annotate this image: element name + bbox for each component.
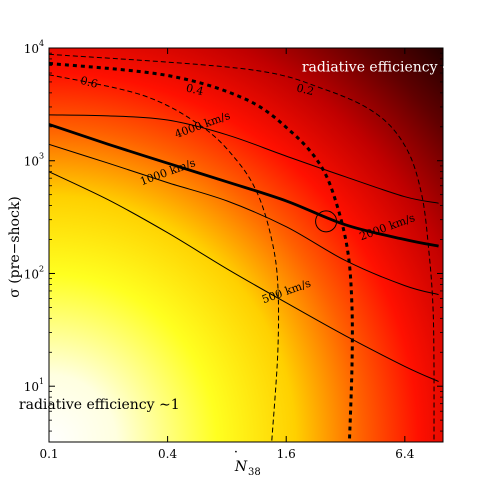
efficiency-contour-label: 0.2: [295, 81, 315, 98]
y-tick-exponent: 3: [39, 152, 44, 161]
x-tick-label: 1.6: [277, 447, 296, 461]
velocity-curve-2000: [49, 123, 439, 248]
efficiency-contour-label: 0.4: [185, 81, 205, 98]
y-tick-exponent: 1: [39, 377, 44, 386]
x-tick-label: 0.1: [39, 447, 58, 461]
y-tick-exponent: 2: [39, 264, 44, 273]
velocity-curves: [49, 114, 439, 382]
plot-frame: [48, 47, 444, 443]
y-tick-exponent: 4: [39, 39, 44, 48]
x-tick-label: 6.4: [395, 447, 414, 461]
efficiency-contour-0-2: [49, 53, 435, 442]
efficiency-contours: [49, 53, 435, 442]
efficiency-contour-label: 0.6: [79, 74, 99, 91]
annotation-high-efficiency: radiative efficiency ∼1: [19, 397, 180, 413]
velocity-curve-4000: [49, 114, 439, 204]
y-tick-label: 10: [24, 155, 39, 169]
x-axis-label-subscript: 38: [248, 467, 261, 478]
x-axis-label: N · 38: [234, 445, 261, 478]
velocity-curve-1000: [49, 143, 439, 296]
annotation-low-efficiency: radiative efficiency ≪1: [302, 59, 466, 75]
marker-circle: [315, 210, 338, 233]
y-tick-label: 10: [24, 267, 39, 281]
y-tick-label: 10: [24, 42, 39, 56]
efficiency-contour-0-4: [49, 61, 354, 442]
x-axis-label-dot: ·: [234, 445, 238, 460]
x-axis-label-main: N: [234, 459, 248, 475]
velocity-curve-500: [49, 171, 439, 382]
heatmap-background: [49, 48, 443, 442]
x-tick-label: 0.4: [158, 447, 177, 461]
x-axis-ticks: 0.1 0.4 1.6 6.4: [39, 48, 415, 461]
y-axis-label: σ (pre−shock): [7, 196, 23, 298]
y-tick-label: 10: [24, 380, 39, 394]
efficiency-contour-0-6: [49, 74, 280, 442]
